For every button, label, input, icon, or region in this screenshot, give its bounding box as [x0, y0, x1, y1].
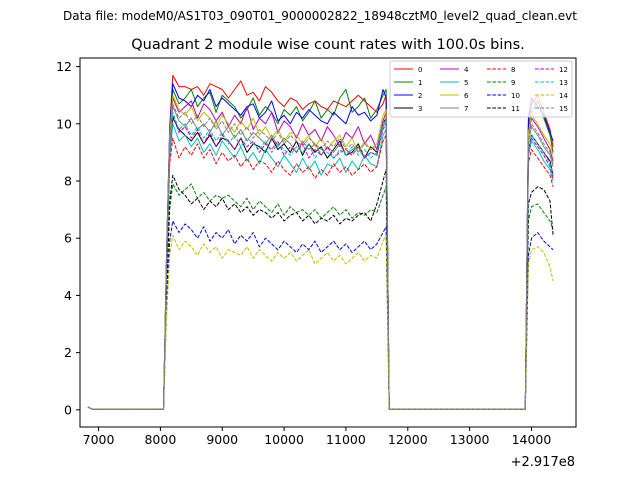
- x-tick-label: 10000: [264, 432, 304, 447]
- legend-label-11: 11: [511, 105, 520, 113]
- plot-area: 7000 8000 9000 10000 11000 12000 13000 14000 0 2…: [56, 57, 577, 470]
- y-tick-label: 12: [56, 59, 72, 74]
- x-tick-label: 7000: [83, 432, 115, 447]
- chart-title: Quadrant 2 module wise count rates with …: [131, 37, 525, 53]
- legend-label-2: 2: [418, 92, 422, 100]
- series-line-10: [87, 220, 554, 410]
- y-tick-label: 0: [64, 402, 72, 417]
- y-tick-label: 6: [64, 231, 72, 246]
- legend-label-3: 3: [418, 105, 422, 113]
- legend-label-4: 4: [464, 66, 469, 74]
- legend-label-9: 9: [511, 79, 515, 87]
- y-tick-label: 2: [64, 345, 72, 360]
- x-tick-label: 9000: [206, 432, 238, 447]
- legend-label-15: 15: [559, 105, 568, 113]
- y-tick-label: 4: [64, 288, 72, 303]
- axes-frame: [79, 57, 577, 428]
- series-line-15: [87, 103, 554, 410]
- legend-label-6: 6: [464, 92, 469, 100]
- legend-label-12: 12: [559, 66, 568, 74]
- series-line-8: [87, 134, 554, 410]
- series-line-11: [87, 169, 554, 410]
- x-tick-label: 13000: [450, 432, 490, 447]
- series-line-4: [87, 97, 554, 410]
- series-layer: [87, 74, 554, 410]
- suptitle: Data file: modeM0/AS1T03_090T01_90000028…: [63, 9, 577, 23]
- y-tick-label: 8: [64, 174, 72, 189]
- series-line-3: [87, 117, 554, 410]
- legend-label-13: 13: [559, 79, 568, 87]
- series-line-7: [87, 106, 554, 410]
- legend-label-7: 7: [464, 105, 468, 113]
- x-axis: 7000 8000 9000 10000 11000 12000 13000 14000: [83, 427, 552, 447]
- x-tick-label: 8000: [144, 432, 176, 447]
- y-tick-label: 10: [56, 116, 72, 131]
- y-axis: 0 2 4 6 8 10 12: [56, 59, 80, 417]
- x-tick-label: 12000: [388, 432, 428, 447]
- series-line-5: [87, 123, 554, 410]
- legend-box: [389, 60, 573, 118]
- series-line-0: [87, 74, 554, 410]
- legend-label-5: 5: [464, 79, 468, 87]
- x-tick-label: 14000: [512, 432, 552, 447]
- series-line-9: [87, 183, 554, 410]
- legend-label-1: 1: [418, 79, 422, 87]
- series-line-6: [87, 94, 554, 410]
- series-line-12: [87, 114, 554, 410]
- series-line-14: [87, 234, 554, 410]
- x-offset-label: +2.917e8: [511, 455, 575, 470]
- legend-label-8: 8: [511, 66, 515, 74]
- series-line-1: [87, 89, 554, 410]
- legend-label-14: 14: [559, 92, 568, 100]
- legend-label-10: 10: [511, 92, 520, 100]
- x-tick-label: 11000: [326, 432, 366, 447]
- series-line-13: [87, 111, 554, 410]
- legend-label-0: 0: [418, 66, 422, 74]
- series-line-2: [87, 83, 554, 410]
